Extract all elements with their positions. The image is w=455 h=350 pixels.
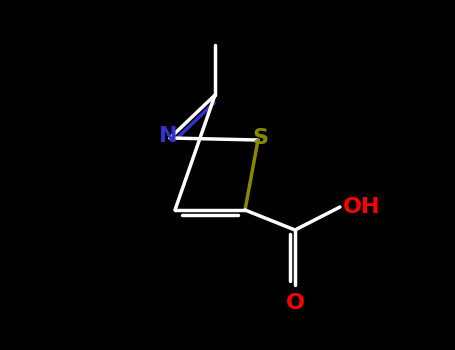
Text: N: N [159,126,177,146]
Text: OH: OH [343,197,381,217]
Text: S: S [252,128,268,148]
Text: O: O [285,293,304,313]
